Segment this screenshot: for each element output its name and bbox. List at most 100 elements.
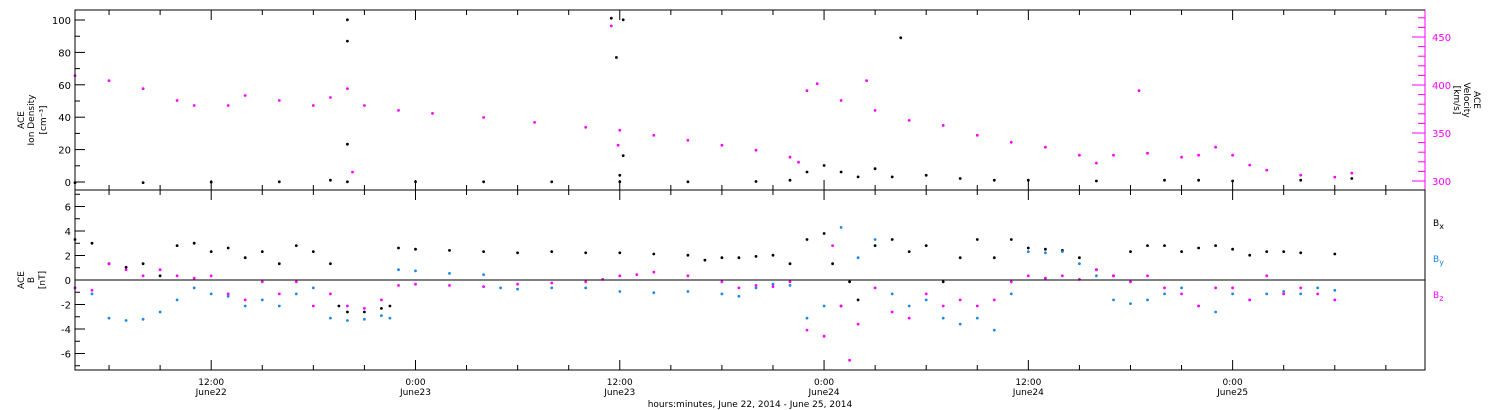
ion-density-point-3 <box>277 180 281 184</box>
bx-point-10 <box>243 256 247 260</box>
ion-density-point-24 <box>1163 178 1166 182</box>
velocity-point-16 <box>584 125 588 129</box>
bz-point-4 <box>141 274 145 278</box>
b-tick-label-2: 2 <box>65 252 71 263</box>
bx-point-32 <box>720 256 724 260</box>
velocity-axis-ticks <box>1412 17 1425 182</box>
by-point-47 <box>992 328 996 332</box>
bz-point-38 <box>831 244 834 248</box>
bz-point-42 <box>873 286 877 290</box>
bz-point-56 <box>1112 274 1115 278</box>
by-point-60 <box>1214 310 1217 314</box>
by-point-4 <box>141 317 145 321</box>
velocity-point-42 <box>1299 173 1303 177</box>
velocity-point-29 <box>975 133 979 137</box>
bx-point-7 <box>192 241 196 245</box>
by-point-28 <box>618 290 622 293</box>
b-tick-label--6: -6 <box>61 350 71 361</box>
ion-density-point-29 <box>346 39 349 43</box>
bz-point-14 <box>311 304 315 308</box>
top-panel-frame <box>74 9 1426 191</box>
bz-point-49 <box>992 298 996 302</box>
ion-density-point-30 <box>346 18 349 22</box>
ion-density-point-13 <box>805 170 809 174</box>
bx-point-46 <box>924 244 928 248</box>
ion-density-point-4 <box>329 178 332 182</box>
by-point-24 <box>499 286 502 290</box>
velocity-point-37 <box>1197 153 1200 157</box>
velocity-point-35 <box>1146 151 1149 155</box>
bz-point-23 <box>516 282 519 286</box>
by-point-63 <box>1265 292 1269 296</box>
bx-point-26 <box>550 250 554 254</box>
bz-point-45 <box>924 292 928 296</box>
velocity-tick-label-350: 350 <box>1432 129 1451 140</box>
by-point-30 <box>686 290 690 293</box>
by-point-26 <box>550 286 554 290</box>
day-tick-label-3: June24 <box>808 388 840 398</box>
by-point-57 <box>1163 292 1166 296</box>
by-point-5 <box>158 310 162 314</box>
by-point-25 <box>516 287 519 291</box>
velocity-point-8 <box>311 104 315 107</box>
velocity-point-49 <box>815 82 819 85</box>
bz-point-34 <box>771 285 775 288</box>
velocity-point-31 <box>1044 145 1047 149</box>
bz-point-61 <box>1197 304 1200 308</box>
by-point-38 <box>839 226 843 229</box>
velocity-point-43 <box>1333 175 1337 179</box>
by-point-1 <box>90 292 94 296</box>
velocity-point-17 <box>618 128 622 132</box>
ion-density-point-28 <box>1350 177 1354 180</box>
density-tick-label-40: 40 <box>58 113 71 124</box>
bz-point-11 <box>260 280 264 284</box>
bz-point-9 <box>226 292 230 296</box>
by-point-55 <box>1129 302 1132 305</box>
velocity-point-5 <box>226 104 230 107</box>
bx-point-38 <box>822 232 826 235</box>
by-point-14 <box>311 286 315 290</box>
bz-point-12 <box>277 292 281 296</box>
ion-density-point-23 <box>1095 179 1098 183</box>
legend-bz-main: B <box>1433 291 1439 301</box>
ion-density-point-37 <box>621 154 625 158</box>
velocity-point-10 <box>346 87 349 90</box>
velocity-point-23 <box>797 160 800 164</box>
ion-density-point-31 <box>609 16 613 20</box>
by-point-23 <box>482 273 485 276</box>
bx-point-34 <box>754 255 758 258</box>
velocity-point-20 <box>720 143 724 147</box>
bx-point-36 <box>788 262 792 266</box>
by-point-13 <box>294 292 298 296</box>
by-point-31 <box>720 292 724 296</box>
velocity-point-2 <box>141 87 145 90</box>
by-point-29 <box>652 291 656 295</box>
velocity-axis-title-line2: Velocity <box>1461 82 1471 118</box>
bz-point-39 <box>839 304 843 308</box>
by-point-46 <box>975 316 979 320</box>
ion-density-point-16 <box>856 175 860 179</box>
bz-point-43 <box>890 310 894 314</box>
ion-density-point-8 <box>550 180 554 184</box>
bx-point-29 <box>652 252 656 256</box>
velocity-point-13 <box>431 112 434 115</box>
by-point-53 <box>1095 274 1098 278</box>
bz-point-24 <box>550 281 554 285</box>
by-point-65 <box>1299 292 1303 296</box>
bx-point-58 <box>1129 250 1132 254</box>
bz-point-13 <box>294 280 298 284</box>
bx-point-62 <box>1197 246 1200 250</box>
b-tick-label--4: -4 <box>61 325 71 336</box>
by-point-61 <box>1231 292 1234 296</box>
velocity-tick-label-300: 300 <box>1432 177 1451 188</box>
density-tick-label-60: 60 <box>58 81 71 92</box>
by-point-11 <box>260 298 264 302</box>
bottom-panel-points <box>73 226 1337 362</box>
by-point-64 <box>1282 290 1286 293</box>
bx-point-43 <box>873 244 877 248</box>
by-point-10 <box>243 304 247 308</box>
ion-density-point-7 <box>482 180 485 184</box>
day-tick-label-1: June23 <box>399 388 431 398</box>
bx-point-17 <box>346 310 349 314</box>
by-point-43 <box>924 298 928 302</box>
